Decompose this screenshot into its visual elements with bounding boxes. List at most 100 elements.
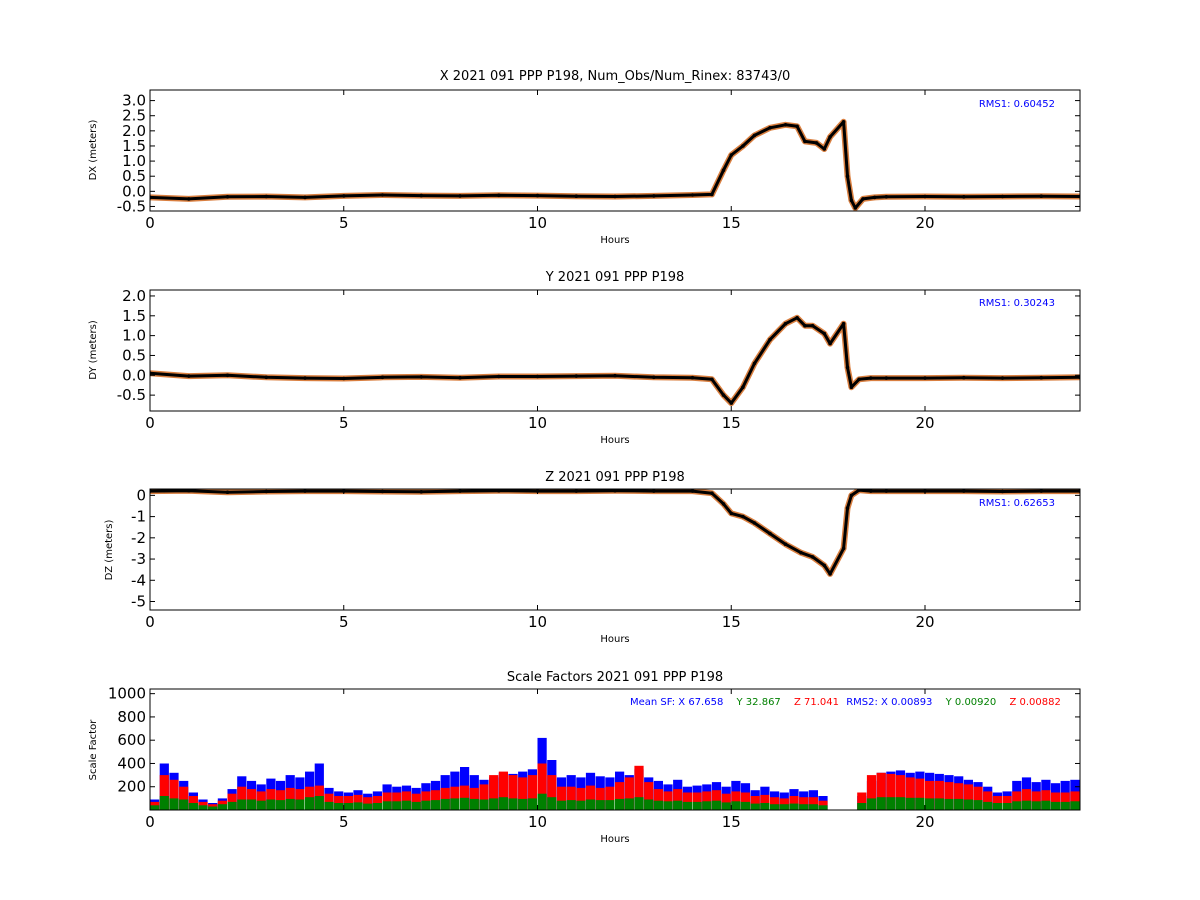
dz-plot-content (150, 489, 1080, 577)
sf-bar (179, 786, 189, 810)
sf-bar (460, 797, 470, 810)
sf-bar (973, 786, 983, 810)
dx-point (187, 197, 191, 201)
sf-bar (527, 798, 537, 810)
sf-bar (1002, 803, 1012, 810)
dy-xtick-label: 15 (722, 414, 741, 432)
sf-bar (615, 782, 625, 810)
dx-point (729, 153, 734, 157)
dz-point (845, 506, 850, 510)
sf-bar (537, 793, 547, 810)
sf-bar (469, 798, 479, 810)
dz-point (729, 511, 734, 516)
dz-ytick-label: -3 (131, 550, 146, 568)
sf-xtick-label: 0 (145, 813, 155, 831)
sf-bar (159, 775, 169, 810)
sf-bar (702, 791, 712, 810)
dz-xtick-label: 10 (528, 613, 547, 631)
dz-ytick-label: -4 (131, 571, 146, 589)
dz-ticks: 0 5 10 15 20 0 -1 -2 -3 -4 -5 (131, 486, 1080, 631)
dz-point (187, 489, 191, 493)
dx-ytick-label: 1.0 (122, 152, 146, 170)
sf-bar (760, 794, 770, 810)
dx-point (768, 126, 772, 130)
sf-bar (1041, 800, 1051, 810)
sf-bar (711, 790, 722, 810)
dy-point (187, 374, 191, 378)
dx-point (841, 120, 846, 124)
sf-bar (1021, 789, 1032, 810)
sf-stat-mean-x: Mean SF: X 67.658 (630, 697, 723, 708)
sf-bar (731, 801, 741, 810)
sf-bar (944, 782, 954, 810)
sf-bar (411, 793, 421, 810)
dz-title: Z 2021 091 PPP P198 (545, 470, 685, 485)
sf-xtick-label: 15 (722, 813, 741, 831)
sf-bar (886, 773, 896, 810)
dz-point (962, 489, 966, 493)
sf-bar (634, 797, 644, 810)
dx-point (884, 195, 889, 199)
dz-point (419, 490, 424, 494)
sf-bar (527, 775, 537, 810)
sf-bar (382, 801, 392, 810)
dy-point (962, 375, 966, 380)
sf-bar (576, 787, 586, 810)
dx-point (752, 133, 757, 138)
dz-point (869, 489, 873, 493)
sf-bar (866, 775, 877, 810)
sf-bar (963, 799, 973, 810)
dz-point (690, 489, 695, 493)
sf-bar (1060, 801, 1070, 810)
dx-point (574, 194, 579, 198)
dy-point (1000, 376, 1005, 380)
dx-xtick-label: 20 (915, 214, 934, 232)
sf-bar (857, 792, 867, 810)
sf-stat-mean-z: Z 71.041 (794, 697, 839, 708)
sf-bar (876, 772, 886, 810)
dx-ytick-label: 3.0 (122, 92, 146, 110)
sf-xtick-label: 10 (528, 813, 547, 831)
sf-bar (905, 797, 915, 810)
sf-bar (159, 796, 169, 810)
dz-point (849, 493, 854, 498)
sf-bar (682, 801, 692, 810)
dx-ytick-label: 0.0 (122, 182, 146, 200)
sf-bar (605, 800, 615, 810)
sf-bar (150, 805, 160, 810)
dx-point (822, 147, 827, 151)
dx-point (535, 193, 540, 198)
dy-point (783, 321, 788, 326)
dy-point (849, 385, 854, 390)
sf-bar (1060, 792, 1070, 810)
sf-bar (188, 803, 198, 810)
sf-bar (305, 797, 315, 810)
dy-xtick-label: 0 (145, 414, 155, 432)
dy-point (752, 361, 757, 366)
sf-bar (711, 800, 722, 810)
sf-bar (895, 775, 906, 810)
sf-bar (421, 800, 431, 810)
dz-point (574, 489, 579, 493)
sf-bar (731, 791, 741, 810)
dx-point (795, 124, 799, 129)
dz-ytick-label: 0 (136, 486, 146, 504)
sf-bar (324, 801, 334, 810)
sf-bar (915, 797, 925, 810)
dy-point (768, 337, 772, 342)
dy-title: Y 2021 091 PPP P198 (545, 270, 685, 285)
dx-point (342, 194, 346, 198)
sf-bar (401, 800, 412, 810)
sf-bar (944, 798, 954, 810)
dz-xlabel: Hours (600, 634, 629, 645)
sf-bar (818, 805, 828, 810)
sf-bar (372, 803, 382, 810)
dy-xtick-label: 10 (528, 414, 547, 432)
sf-bar (392, 801, 402, 810)
dx-point (741, 144, 745, 148)
dx-ytick-label: 1.5 (122, 137, 146, 155)
dz-xtick-label: 0 (145, 613, 155, 631)
dx-point (849, 198, 854, 203)
sf-bar (585, 785, 596, 810)
sf-bar (169, 779, 179, 810)
